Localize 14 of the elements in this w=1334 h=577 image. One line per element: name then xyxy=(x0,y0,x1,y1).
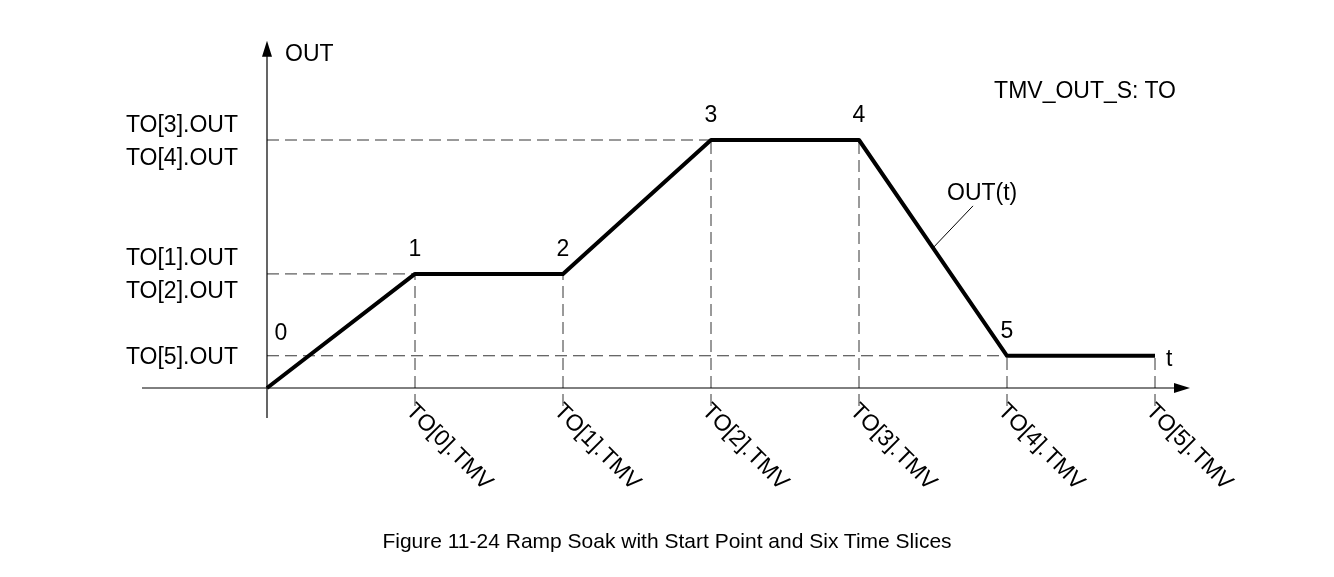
y-axis-title: OUT xyxy=(285,39,334,66)
ref-line-label: TO[1].OUT TO[2].OUT xyxy=(125,244,238,304)
annotation: 4 xyxy=(852,101,866,127)
annotation: OUT(t) xyxy=(947,178,1018,205)
text: TMV_OUT_S: TO xyxy=(994,77,1176,103)
annotation: 2 xyxy=(556,234,570,261)
caption: Figure 11-24 Ramp Soak with Start Point and Six Time Slices xyxy=(382,529,952,552)
annotation: 3 xyxy=(704,101,718,127)
annotation: 0 xyxy=(274,319,288,345)
ref-line-label: TO[3].OUT TO[4].OUT xyxy=(125,110,238,170)
x-axis-title: t xyxy=(1166,345,1173,371)
ref-line-label: TO[5].OUT xyxy=(125,342,238,369)
annotation: 5 xyxy=(1000,316,1014,343)
annotation: 1 xyxy=(408,234,422,261)
